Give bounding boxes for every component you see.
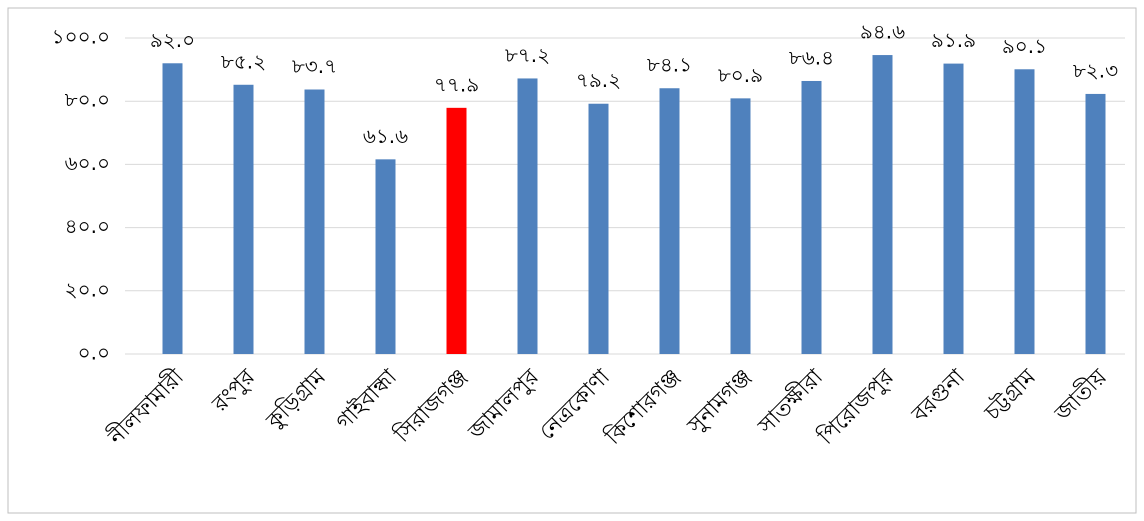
bar <box>801 80 822 354</box>
value-label: ৮৭.২ <box>505 43 550 67</box>
value-label: ৮২.৩ <box>1073 58 1118 82</box>
value-label: ৮০.৯ <box>718 63 763 87</box>
value-label: ৯৪.৬ <box>860 20 905 44</box>
bar <box>730 98 751 354</box>
y-tick-label: ৬০.০ <box>65 151 110 175</box>
bar <box>304 89 325 355</box>
value-label: ৮৬.৪ <box>789 45 834 69</box>
value-label: ৭৯.২ <box>576 68 621 92</box>
bar <box>375 159 396 354</box>
bar <box>659 88 680 354</box>
value-label: ৮৩.৭ <box>292 54 337 78</box>
value-label: ৮৫.২ <box>221 49 266 73</box>
bar <box>943 63 964 354</box>
value-label: ৬১.৬ <box>363 124 408 148</box>
bar <box>1085 93 1106 354</box>
value-label: ৯০.১ <box>1002 34 1047 58</box>
value-label: ৯২.০ <box>150 28 195 52</box>
y-tick-label: ০.০ <box>78 341 110 365</box>
value-label: ৭৭.৯ <box>434 72 479 96</box>
value-label: ৯১.৯ <box>931 28 976 52</box>
y-tick-label: ৪০.০ <box>65 214 110 238</box>
bar <box>162 63 183 354</box>
bar <box>446 107 467 354</box>
y-tick-label: ২০.০ <box>65 277 110 301</box>
bar <box>517 78 538 354</box>
y-tick-label: ১০০.০ <box>52 25 110 49</box>
y-tick-label: ৮০.০ <box>65 88 110 112</box>
bar <box>872 55 893 355</box>
value-label: ৮৪.১ <box>647 53 692 77</box>
bar <box>588 103 609 354</box>
bar <box>1014 69 1035 354</box>
bar <box>233 84 254 354</box>
